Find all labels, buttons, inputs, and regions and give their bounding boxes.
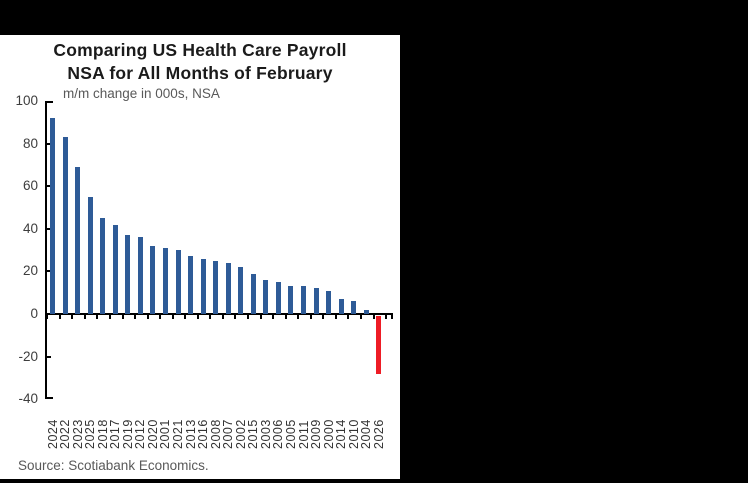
bar-2006 — [275, 282, 281, 314]
bar-chart-plot-area: 100 80 60 40 20 0 -20 -40 2024 2022 2023 2025 2018 20… — [0, 35, 400, 479]
bar-2013 — [188, 256, 194, 314]
x-tick-7 — [134, 315, 137, 319]
x-tick-14 — [221, 315, 224, 319]
x-tick-9 — [159, 315, 162, 319]
x-tick-6 — [121, 315, 124, 319]
y-tick-label-100: 100 — [15, 93, 38, 108]
bar-2016 — [200, 258, 206, 314]
x-tick-label-2022: 2022 — [58, 419, 73, 450]
x-tick-label-2005: 2005 — [283, 419, 298, 450]
x-tick-23 — [334, 315, 337, 319]
bar-2008 — [213, 260, 219, 314]
bar-2022 — [62, 137, 68, 314]
x-tick-label-2026: 2026 — [371, 419, 386, 450]
y-tick-label--40: -40 — [18, 391, 38, 407]
bar-2000 — [326, 290, 332, 314]
x-tick-8 — [146, 315, 149, 319]
chart-title: Comparing US Health Care Payroll NSA for… — [0, 39, 400, 85]
x-tick-13 — [209, 315, 212, 319]
bar-2025 — [87, 196, 93, 314]
bar-2011 — [301, 286, 306, 314]
y-tick-label-80: 80 — [22, 135, 38, 151]
y-tick--20 — [45, 355, 51, 358]
y-tick-label-60: 60 — [22, 178, 38, 194]
chart-subtitle: m/m change in 000s, NSA — [63, 86, 220, 101]
x-tick-19 — [284, 315, 287, 319]
x-tick-5 — [108, 315, 111, 319]
bar-2015 — [250, 273, 256, 314]
y-tick-60 — [45, 185, 51, 188]
x-tick-15 — [234, 315, 237, 319]
x-tick-3 — [83, 315, 86, 319]
chart-title-line1: Comparing US Health Care Payroll — [53, 40, 347, 60]
y-tick-20 — [45, 270, 51, 273]
bar-2023 — [75, 167, 81, 314]
y-tick-label-40: 40 — [22, 220, 38, 236]
x-tick-26 — [372, 315, 375, 319]
y-axis-bottom-cap — [45, 397, 53, 400]
x-tick-22 — [322, 315, 325, 319]
y-axis-line — [45, 101, 47, 400]
chart-title-line2: NSA for All Months of February — [67, 63, 333, 83]
bar-2002 — [238, 267, 244, 314]
x-tick-16 — [247, 315, 250, 319]
bar-2019 — [125, 235, 131, 314]
x-tick-20 — [297, 315, 300, 319]
chart-panel: Comparing US Health Care Payroll NSA for… — [0, 35, 400, 479]
source-attribution: Source: Scotiabank Economics. — [18, 458, 209, 473]
y-tick-label-0: 0 — [30, 306, 38, 321]
x-tick-10 — [171, 315, 174, 319]
x-tick-18 — [272, 315, 275, 319]
y-axis-top-cap — [45, 101, 53, 103]
x-tick-24 — [347, 315, 350, 319]
x-tick-21 — [309, 315, 312, 319]
x-tick-1 — [58, 315, 61, 319]
x-tick-label-2021: 2021 — [171, 419, 185, 450]
bar-2005 — [288, 286, 294, 314]
bar-2021 — [175, 250, 181, 314]
bar-2003 — [263, 279, 269, 314]
bar-2009 — [313, 288, 319, 314]
y-tick-label--20: -20 — [18, 348, 38, 364]
bar-2001 — [162, 247, 168, 314]
bar-2014 — [338, 299, 344, 314]
y-tick-40 — [45, 227, 51, 230]
bar-2012 — [137, 237, 143, 314]
x-tick-27 — [385, 315, 388, 319]
bar-2010 — [351, 301, 357, 314]
x-tick-0 — [46, 315, 49, 319]
bar-2026 — [376, 316, 382, 374]
bar-2024 — [50, 118, 55, 314]
y-tick-80 — [45, 142, 51, 145]
x-tick-17 — [259, 315, 262, 319]
x-tick-label-2009: 2009 — [309, 419, 324, 450]
x-axis-line — [45, 313, 393, 315]
bar-2007 — [225, 262, 231, 314]
x-tick-2 — [71, 315, 74, 319]
bar-2020 — [150, 245, 156, 314]
x-tick-12 — [196, 315, 199, 319]
x-tick-4 — [96, 315, 99, 319]
x-tick-11 — [184, 315, 187, 319]
x-tick-label-2016: 2016 — [196, 419, 211, 450]
bar-2017 — [112, 224, 118, 314]
bar-2018 — [100, 218, 106, 314]
top-black-banner — [0, 0, 748, 35]
bar-2004 — [363, 309, 369, 314]
x-tick-25 — [359, 315, 362, 319]
y-tick-label-20: 20 — [22, 263, 38, 279]
x-axis-end-cap — [391, 313, 393, 319]
